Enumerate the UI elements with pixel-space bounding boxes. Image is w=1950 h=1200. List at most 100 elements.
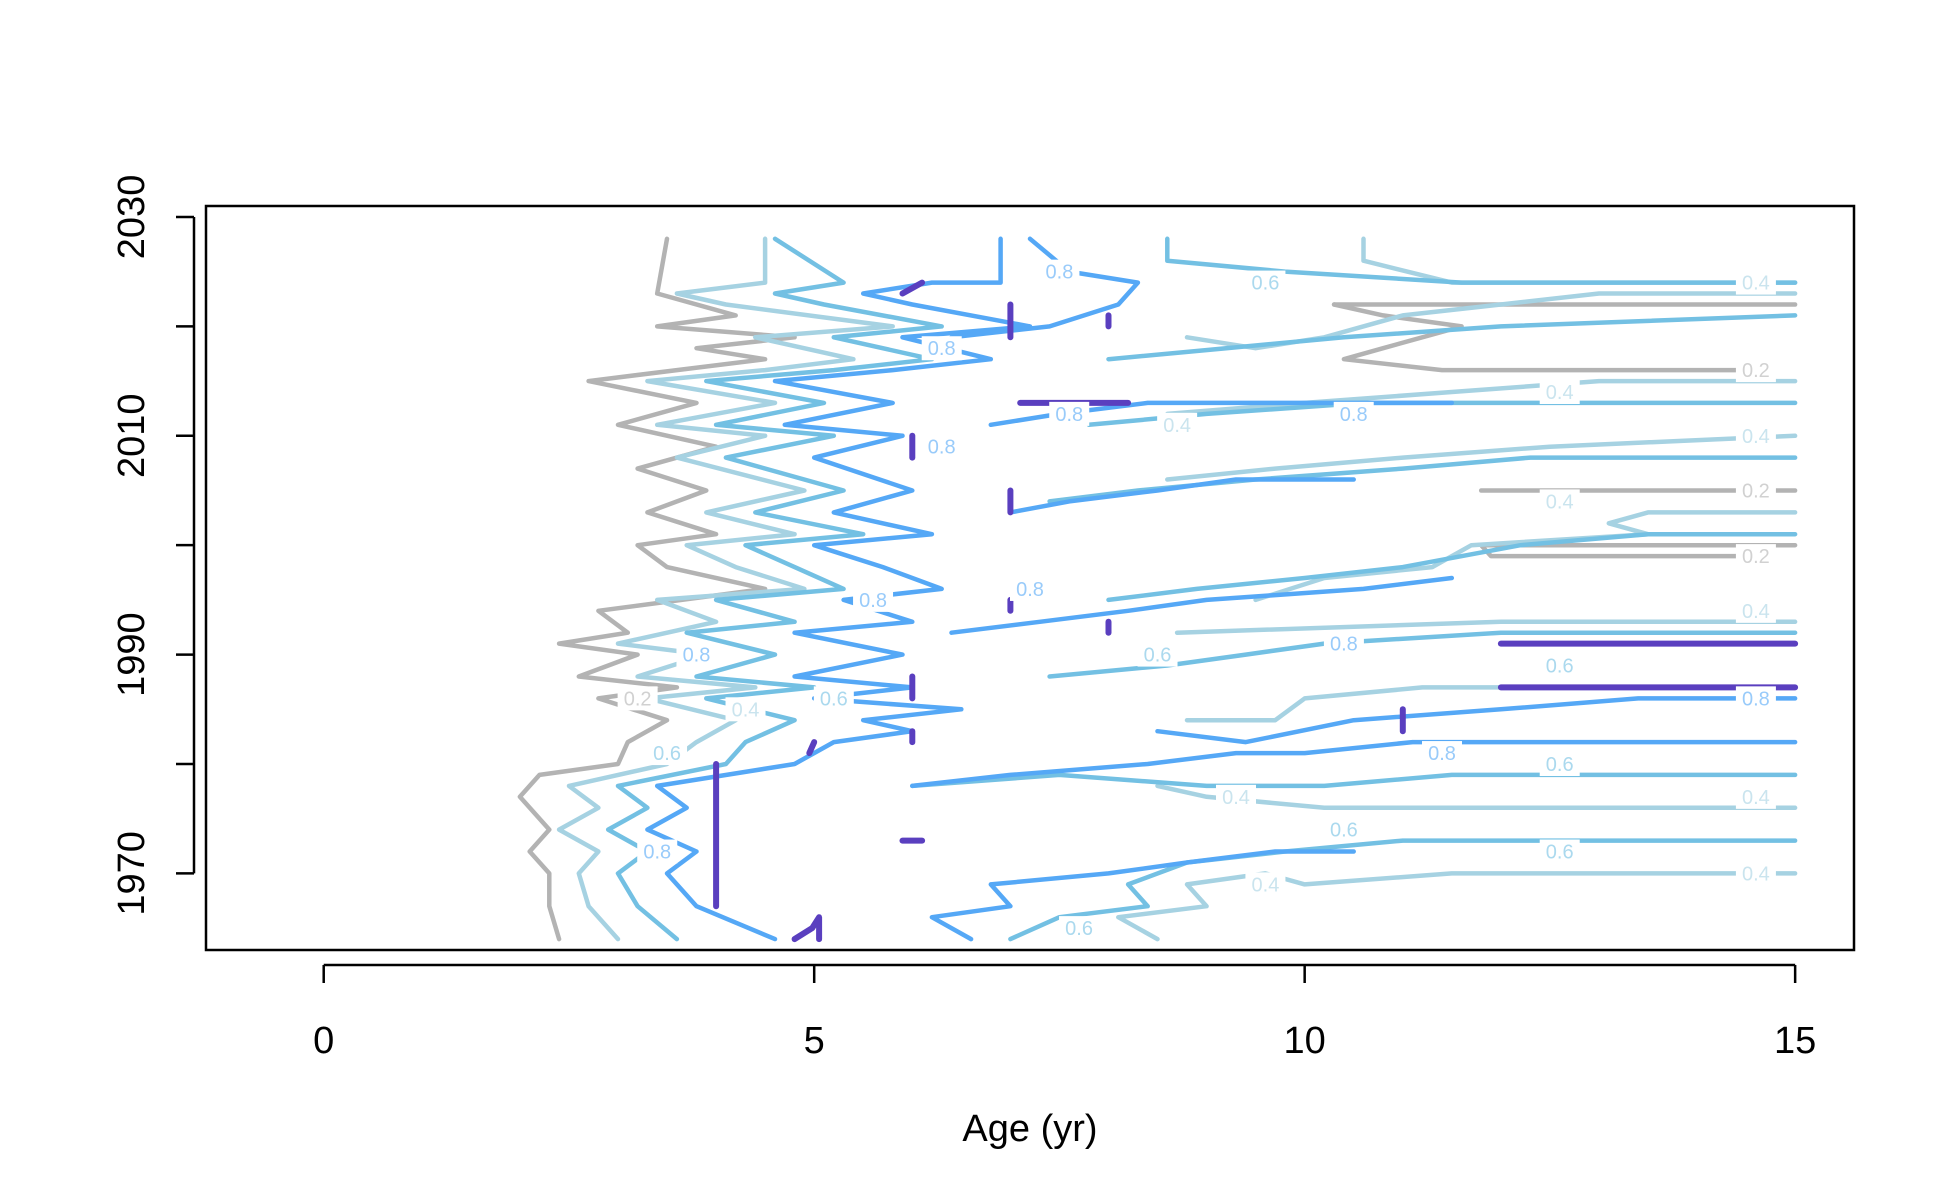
contour-line-0_4-8	[1184, 685, 1798, 723]
contour-label-33: 0.4	[1742, 863, 1770, 885]
contour-line-0_4-7	[1155, 783, 1798, 811]
contour-label-15: 0.8	[1016, 579, 1044, 601]
contour-label-bg-14	[853, 587, 894, 612]
contour-line-0_8-29	[1008, 477, 1356, 515]
contour-label-bg-30	[1323, 817, 1364, 842]
contour-label-27: 0.6	[1546, 754, 1574, 776]
contour-label-bg-16	[1735, 598, 1776, 623]
contour-line-0_2-1	[1331, 302, 1749, 373]
contour-line-0_4-9	[1174, 619, 1798, 635]
contour-label-30: 0.6	[1330, 820, 1358, 842]
contour-label-bg-6	[1049, 401, 1090, 426]
x-axis-title: Age (yr)	[962, 1108, 1097, 1150]
contour-label-bg-35	[1059, 916, 1100, 941]
contour-label-bg-3	[921, 336, 962, 361]
contour-label-22: 0.6	[820, 688, 848, 710]
contour-label-16: 0.4	[1742, 601, 1770, 623]
contour-label-bg-26	[647, 741, 688, 766]
contour-line-0_6-18	[1047, 630, 1798, 679]
contour-line-0_4-14	[1361, 236, 1798, 285]
contour-label-bg-32	[1539, 839, 1580, 864]
contour-label-bg-13	[1735, 544, 1776, 569]
contour-label-bg-34	[1245, 872, 1286, 897]
contour-line-0_4-12	[1165, 378, 1798, 417]
x-tick-label-5: 5	[804, 1020, 825, 1062]
contour-line-0_6-22	[1106, 313, 1798, 362]
contour-label-bg-2	[1735, 270, 1776, 295]
contour-label-11: 0.2	[1742, 480, 1770, 502]
contour-label-bg-5	[1539, 380, 1580, 404]
contour-label-bg-7	[1157, 412, 1198, 437]
y-tick-label-1990: 1990	[111, 612, 153, 697]
contour-label-23: 0.8	[1742, 688, 1770, 710]
contour-label-bg-25	[1422, 741, 1462, 766]
contour-line-1-33	[791, 914, 823, 943]
contour-label-bg-27	[1539, 752, 1580, 776]
contour-line-1-34	[806, 739, 818, 757]
contour-label-20: 0.6	[1546, 656, 1574, 678]
contour-label-32: 0.6	[1546, 842, 1574, 864]
contour-label-bg-9	[921, 434, 962, 459]
y-tick-label-2010: 2010	[111, 393, 153, 478]
contour-line-0_6-17	[910, 772, 1798, 789]
contour-label-26: 0.6	[653, 743, 681, 765]
contour-lines	[517, 236, 1799, 943]
contour-label-bg-17	[1323, 631, 1364, 656]
contour-label-31: 0.8	[643, 842, 671, 864]
contour-labels: 0.8 0.6 0.4 0.8 0.2 0.4 0.8 0.4 0.8 0.8 0.4 0.2 0.4 0…	[617, 259, 1776, 941]
contour-label-34: 0.4	[1252, 874, 1280, 896]
contour-label-bg-28	[1216, 784, 1256, 809]
contour-line-0_6-16	[1008, 838, 1798, 942]
contour-label-3: 0.8	[928, 338, 956, 360]
contour-label-4: 0.2	[1742, 360, 1770, 382]
contour-label-bg-29	[1735, 784, 1776, 809]
contour-label-10: 0.4	[1742, 426, 1770, 448]
contour-label-5: 0.4	[1546, 382, 1574, 404]
contour-line-0_8-25	[929, 849, 1356, 942]
contour-label-8: 0.8	[1340, 404, 1368, 426]
contour-label-28: 0.4	[1222, 787, 1250, 809]
contour-label-bg-18	[1137, 642, 1178, 667]
y-tick-label-1970: 1970	[111, 831, 153, 916]
contour-label-18: 0.6	[1144, 645, 1172, 667]
contour-label-bg-8	[1333, 401, 1374, 426]
contour-label-bg-22	[813, 686, 854, 711]
contour-line-0_8-28	[949, 575, 1455, 635]
contour-line-1-47	[899, 279, 926, 297]
contour-label-13: 0.2	[1742, 546, 1770, 568]
contour-label-bg-11	[1735, 478, 1776, 503]
contour-label-21: 0.2	[624, 688, 652, 710]
contour-label-12: 0.4	[1546, 491, 1574, 513]
plot-frame	[204, 204, 1856, 952]
contour-label-bg-20	[1539, 653, 1580, 678]
contour-line-0_6-19	[1106, 531, 1798, 603]
contour-label-0: 0.8	[1046, 262, 1074, 284]
contour-line-0_6-15	[605, 236, 944, 942]
contour-line-0_4-11	[1165, 433, 1798, 482]
contour-label-bg-10	[1735, 423, 1776, 448]
contour-label-1: 0.6	[1252, 273, 1280, 295]
contour-line-0_6-20	[1047, 455, 1798, 504]
contour-label-24: 0.4	[732, 699, 760, 721]
contour-label-35: 0.6	[1065, 918, 1093, 940]
contour-label-bg-31	[637, 839, 678, 864]
contour-line-0_4-13	[1184, 291, 1798, 351]
contour-label-bg-24	[725, 697, 766, 722]
contour-label-9: 0.8	[928, 437, 956, 459]
y-tick-label-2030: 2030	[111, 175, 153, 260]
contour-label-bg-21	[617, 686, 658, 711]
x-axis: 0 5 10 15	[313, 963, 1816, 1062]
contour-line-0_4-6	[1116, 871, 1798, 942]
contour-label-17: 0.8	[1330, 634, 1358, 656]
contour-line-0_8-27	[1155, 696, 1798, 745]
contour-label-6: 0.8	[1055, 404, 1083, 426]
contour-label-bg-19	[676, 642, 717, 667]
contour-label-7: 0.4	[1163, 415, 1191, 437]
y-axis: 1970 1990 2010 2030	[111, 175, 196, 916]
contour-line-0_2-0	[517, 236, 797, 942]
contour-label-25: 0.8	[1428, 743, 1456, 765]
contour-label-bg-23	[1735, 686, 1776, 711]
contour-label-bg-0	[1039, 259, 1080, 284]
contour-label-bg-33	[1735, 861, 1776, 886]
